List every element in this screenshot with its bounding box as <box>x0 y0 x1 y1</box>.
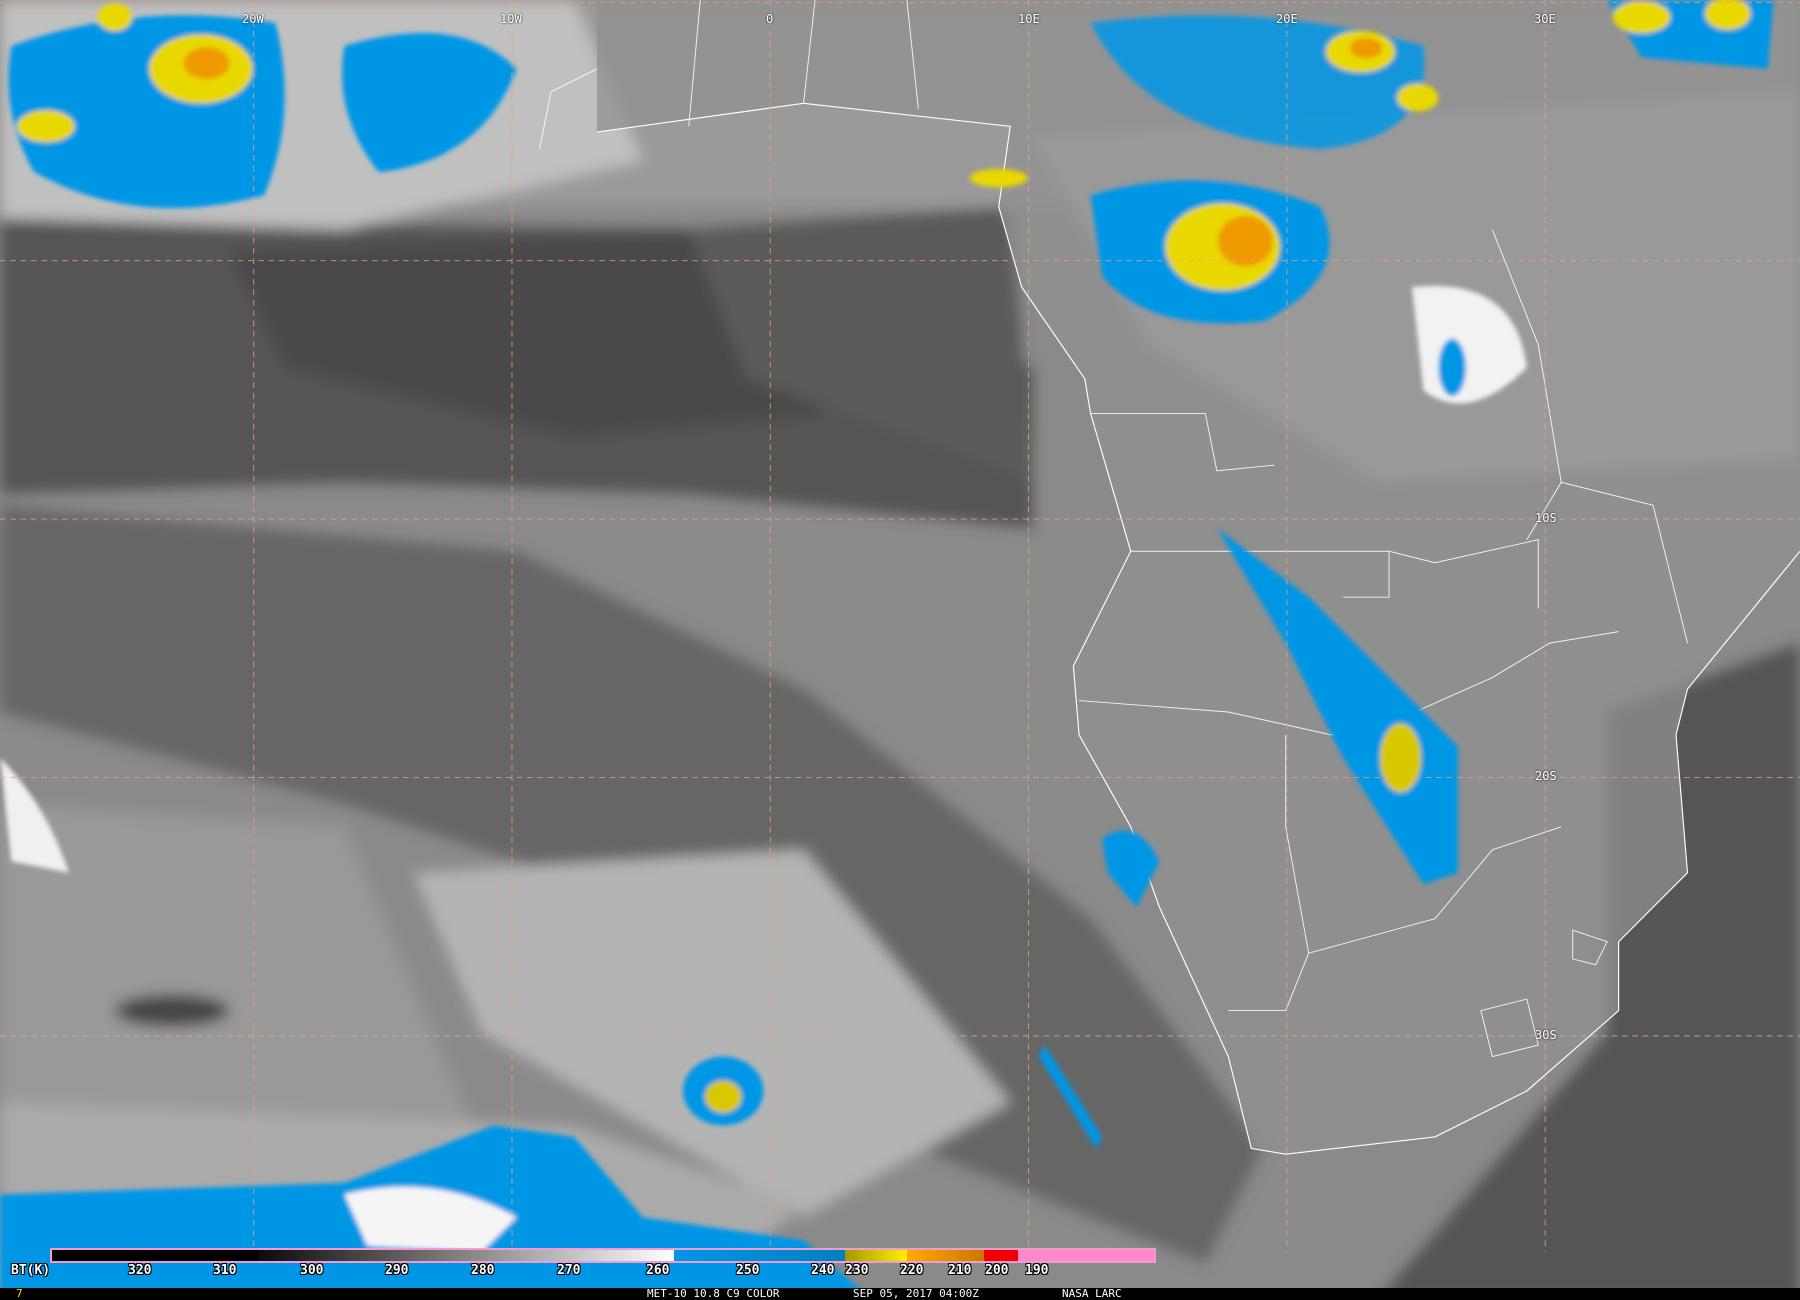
longitude-label: 10E <box>1018 12 1040 26</box>
colorbar-tick: 190 <box>1025 1263 1049 1278</box>
colorbar-tick: 290 <box>385 1263 409 1278</box>
longitude-label: 20W <box>242 12 264 26</box>
colorbar-tick: 210 <box>948 1263 972 1278</box>
longitude-label: 20E <box>1276 12 1298 26</box>
colorbar-tick: 300 <box>300 1263 324 1278</box>
colorbar-tick: 200 <box>985 1263 1009 1278</box>
colorbar-segment-orange <box>907 1250 984 1261</box>
colorbar-segment-blue <box>674 1250 845 1261</box>
colorbar-tick: 280 <box>471 1263 495 1278</box>
colorbar-tick: 260 <box>646 1263 670 1278</box>
product-label: MET-10 10.8 C9 COLOR <box>647 1287 780 1300</box>
latitude-label: 10S <box>1535 511 1557 525</box>
colorbar-segment-red <box>984 1250 1018 1261</box>
colorbar-segment-black <box>52 1250 258 1261</box>
latitude-label: 20S <box>1535 769 1557 783</box>
colorbar-unit-label: BT(K) <box>11 1263 51 1278</box>
colorbar-tick: 320 <box>128 1263 152 1278</box>
colorbar-tick: 250 <box>736 1263 760 1278</box>
colorbar-segment-yellow <box>845 1250 907 1261</box>
timestamp: SEP 05, 2017 04:00Z <box>853 1287 979 1300</box>
longitude-label: 10W <box>500 12 522 26</box>
colorbar-tick: 240 <box>811 1263 835 1278</box>
colorbar-tick: 310 <box>213 1263 237 1278</box>
image-footer: 7 MET-10 10.8 C9 COLOR SEP 05, 2017 04:0… <box>0 1288 1800 1300</box>
frame-indicator: 7 <box>16 1287 23 1300</box>
longitude-label: 0 <box>766 12 774 26</box>
colorbar-segment-pink <box>1018 1250 1154 1261</box>
colorbar-tick: 230 <box>845 1263 869 1278</box>
colorbar-tick: 270 <box>557 1263 581 1278</box>
latitude-label: 30S <box>1535 1028 1557 1042</box>
colorbar-segment-gray <box>258 1250 674 1261</box>
brightness-temperature-colorbar <box>50 1248 1156 1263</box>
longitude-label: 30E <box>1534 12 1556 26</box>
lat-lon-grid <box>0 0 1800 1252</box>
credit-label: NASA LARC <box>1062 1287 1122 1300</box>
colorbar-tick: 220 <box>900 1263 924 1278</box>
